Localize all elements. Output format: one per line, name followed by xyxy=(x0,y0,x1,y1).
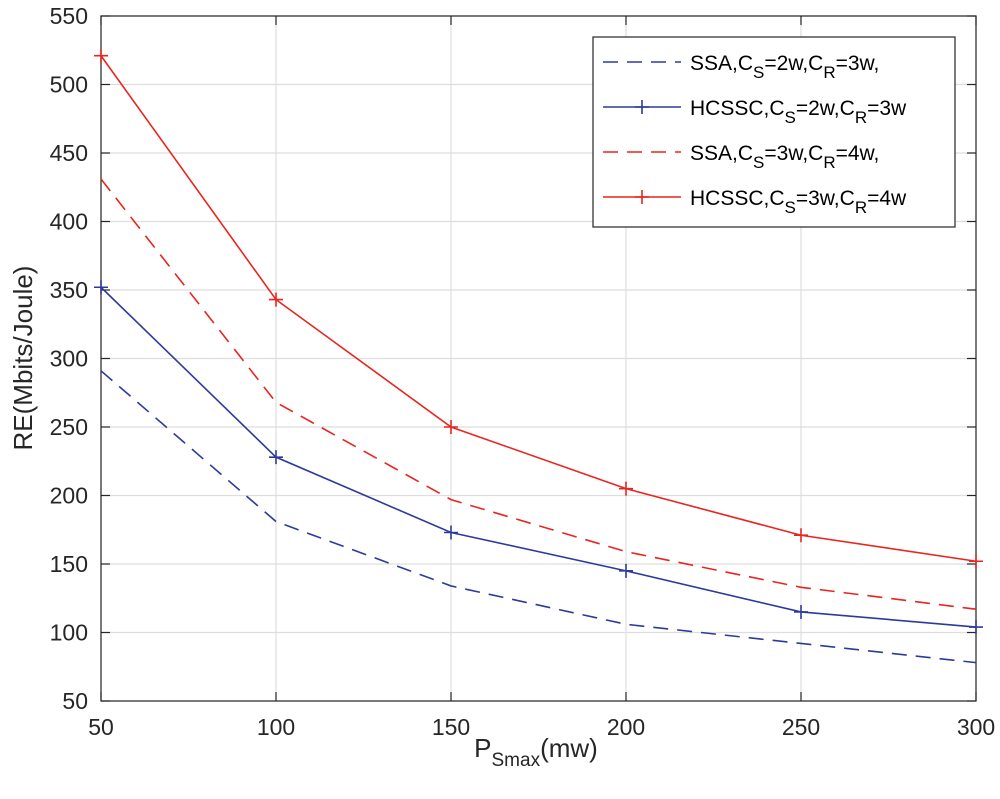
data-point xyxy=(449,584,453,588)
x-tick-label: 250 xyxy=(782,714,820,740)
legend-label-part: =2w,C xyxy=(796,97,855,120)
y-tick-label: 450 xyxy=(50,140,88,166)
series-line xyxy=(100,178,977,611)
legend-label-part: =3w xyxy=(867,97,907,120)
series-3 xyxy=(99,177,978,611)
legend-label-part: HCSSC,C xyxy=(690,187,785,210)
data-point-marker xyxy=(969,620,983,635)
y-axis-label: RE(Mbits/Joule) xyxy=(8,266,38,451)
y-tick-label: 200 xyxy=(50,483,88,509)
legend-label-subscript: R xyxy=(823,63,835,82)
data-point-marker xyxy=(619,563,633,578)
legend-label-part: HCSSC,C xyxy=(690,97,785,120)
x-tick-label: 100 xyxy=(257,714,295,740)
data-point-marker xyxy=(94,280,108,295)
data-point-marker xyxy=(444,420,458,434)
series-1 xyxy=(99,369,978,665)
x-axis-label-subscript: Smax xyxy=(492,750,541,771)
series-line xyxy=(100,55,977,563)
legend-label-subscript: S xyxy=(785,198,796,217)
legend-label-subscript: R xyxy=(855,108,867,127)
legend-label-subscript: R xyxy=(823,153,835,172)
series-4 xyxy=(94,48,983,569)
legend-label-part: SSA,C xyxy=(690,52,753,75)
data-point xyxy=(974,661,978,665)
data-point xyxy=(624,622,628,626)
legend-box xyxy=(592,36,956,228)
x-tick-label: 300 xyxy=(957,714,995,740)
x-tick-label: 200 xyxy=(607,714,645,740)
data-point-marker xyxy=(444,525,458,540)
y-tick-label: 550 xyxy=(50,3,88,29)
data-point-marker xyxy=(269,292,283,307)
legend-label-part: SSA,C xyxy=(690,142,753,165)
data-point-marker xyxy=(94,48,108,63)
data-point-marker xyxy=(969,554,983,569)
series-line xyxy=(100,286,977,628)
y-tick-label: 500 xyxy=(50,72,88,98)
y-tick-label: 400 xyxy=(50,209,88,235)
axis-ticks: 50 100 150 200 250 300 50 100 150 200 250 300 350 400… xyxy=(50,3,996,740)
data-point-marker xyxy=(619,481,633,496)
y-tick-label: 300 xyxy=(50,346,88,372)
x-tick-label: 50 xyxy=(88,714,114,740)
legend-label-part: =3w,C xyxy=(764,142,823,165)
legend-entry-1: SSA,CS=2w,CR=3w, xyxy=(603,52,879,82)
legend-label-part: =3w, xyxy=(836,52,880,75)
legend-label-subscript: S xyxy=(753,153,764,172)
legend-label: SSA,CS=3w,CR=4w, xyxy=(690,142,879,172)
y-tick-label: 350 xyxy=(50,277,88,303)
legend-label: SSA,CS=2w,CR=3w, xyxy=(690,52,879,82)
legend-label-part: =3w,C xyxy=(796,187,855,210)
series-2 xyxy=(94,280,983,635)
legend-entry-2: HCSSC,CS=2w,CR=3w xyxy=(603,97,907,127)
data-point xyxy=(99,369,103,373)
y-tick-label: 50 xyxy=(62,688,88,714)
legend-entry-4: HCSSC,CS=3w,CR=4w xyxy=(603,187,907,217)
legend-label-part: =2w,C xyxy=(764,52,823,75)
legend-label-subscript: S xyxy=(753,63,764,82)
legend-label-part: =4w xyxy=(867,187,907,210)
legend: SSA,CS=2w,CR=3w,HCSSC,CS=2w,CR=3wSSA,CS=… xyxy=(592,36,956,228)
data-point xyxy=(799,585,803,589)
data-point-marker xyxy=(269,450,283,465)
legend-label-subscript: S xyxy=(785,108,796,127)
series-lines xyxy=(94,48,983,665)
data-point xyxy=(274,400,278,404)
x-tick-label: 150 xyxy=(432,714,470,740)
data-point xyxy=(624,550,628,554)
x-axis-label-suffix: (mw) xyxy=(540,733,598,763)
legend-label: HCSSC,CS=2w,CR=3w xyxy=(690,97,907,127)
legend-label-part: =4w, xyxy=(836,142,880,165)
x-axis-label: PSmax(mw) xyxy=(474,733,598,771)
data-point-marker xyxy=(794,528,808,543)
x-axis-label-main: P xyxy=(474,733,491,763)
data-point xyxy=(974,607,978,611)
data-point xyxy=(99,177,103,181)
data-point xyxy=(274,520,278,524)
legend-label: HCSSC,CS=3w,CR=4w xyxy=(690,187,907,217)
data-point-marker xyxy=(794,604,808,619)
legend-marker xyxy=(635,100,649,114)
series-line xyxy=(100,370,977,664)
data-point xyxy=(799,641,803,645)
y-tick-label: 100 xyxy=(50,620,88,646)
data-point xyxy=(449,498,453,502)
y-tick-label: 250 xyxy=(50,414,88,440)
y-tick-label: 150 xyxy=(50,551,88,577)
legend-label-subscript: R xyxy=(855,198,867,217)
legend-marker xyxy=(635,190,649,204)
legend-entry-3: SSA,CS=3w,CR=4w, xyxy=(603,142,879,172)
